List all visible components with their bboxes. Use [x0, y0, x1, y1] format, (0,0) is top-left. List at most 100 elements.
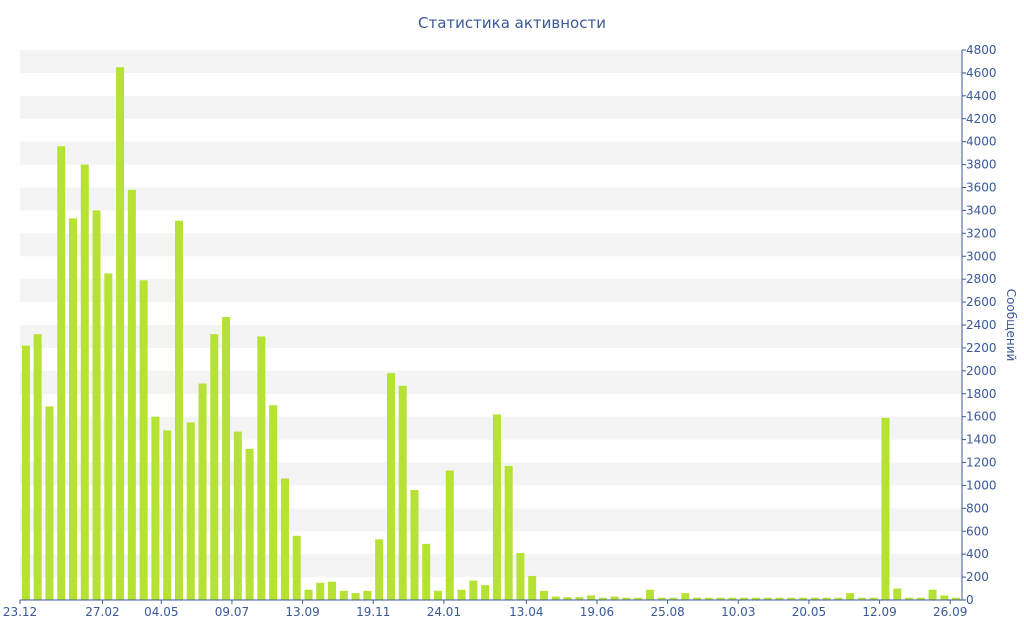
bar[interactable] — [198, 383, 207, 600]
y-tick-label: 3400 — [966, 203, 997, 217]
x-tick-label: 09.07 — [215, 605, 249, 619]
bar[interactable] — [728, 597, 737, 600]
bar[interactable] — [751, 597, 760, 600]
x-tick-label: 23.12 — [3, 605, 37, 619]
bar[interactable] — [33, 334, 42, 600]
bar[interactable] — [504, 465, 513, 600]
x-tick-label: 20.05 — [792, 605, 826, 619]
bar[interactable] — [551, 596, 560, 600]
bar[interactable] — [363, 590, 372, 600]
bar[interactable] — [222, 316, 231, 600]
bar[interactable] — [657, 597, 666, 600]
bar[interactable] — [516, 553, 525, 600]
bar[interactable] — [763, 597, 772, 600]
bar[interactable] — [116, 67, 125, 600]
grid-band — [20, 508, 962, 532]
bar[interactable] — [810, 597, 819, 600]
bar[interactable] — [339, 590, 348, 600]
bar[interactable] — [80, 164, 89, 600]
bar[interactable] — [704, 597, 713, 600]
bar[interactable] — [539, 590, 548, 600]
bar[interactable] — [645, 589, 654, 600]
y-tick-label: 1000 — [966, 478, 997, 492]
bar[interactable] — [210, 334, 219, 600]
grid-band — [20, 95, 962, 119]
bar[interactable] — [45, 406, 54, 600]
bar[interactable] — [151, 416, 160, 600]
bar[interactable] — [186, 422, 195, 600]
bar[interactable] — [328, 581, 337, 600]
grid-band — [20, 462, 962, 486]
bar[interactable] — [292, 535, 301, 600]
bar[interactable] — [257, 336, 266, 600]
bar[interactable] — [163, 430, 172, 600]
x-tick-label: 10.03 — [721, 605, 755, 619]
bar[interactable] — [869, 597, 878, 600]
bar[interactable] — [669, 597, 678, 600]
y-tick-label: 2400 — [966, 318, 997, 332]
bar[interactable] — [846, 593, 855, 601]
bar[interactable] — [422, 543, 431, 600]
bar[interactable] — [398, 385, 407, 600]
bar[interactable] — [634, 597, 643, 600]
bar[interactable] — [528, 575, 537, 600]
bar[interactable] — [492, 414, 501, 601]
bar[interactable] — [787, 597, 796, 600]
x-axis: 23.12 27.02 04.05 09.07 13.09 19.11 24.01 13.04… — [3, 599, 967, 619]
bar[interactable] — [893, 588, 902, 600]
bar[interactable] — [622, 597, 631, 600]
bar[interactable] — [375, 539, 384, 600]
bar[interactable] — [304, 589, 313, 600]
bar[interactable] — [410, 490, 419, 600]
bar[interactable] — [610, 596, 619, 600]
grid-band — [20, 187, 962, 211]
bar[interactable] — [775, 597, 784, 600]
bar[interactable] — [822, 597, 831, 600]
y-tick-label: 200 — [966, 570, 989, 584]
bar[interactable] — [563, 597, 572, 600]
bar[interactable] — [799, 597, 808, 600]
bar[interactable] — [928, 589, 937, 600]
y-tick-label: 400 — [966, 547, 989, 561]
bar[interactable] — [233, 431, 242, 600]
y-tick-label: 4400 — [966, 89, 997, 103]
y-tick-label: 600 — [966, 524, 989, 538]
bar[interactable] — [57, 146, 66, 600]
bar[interactable] — [857, 597, 866, 600]
bar[interactable] — [481, 585, 490, 600]
bar[interactable] — [457, 589, 466, 600]
bar[interactable] — [445, 470, 454, 600]
y-tick-label: 3600 — [966, 181, 997, 195]
x-tick-label: 04.05 — [144, 605, 178, 619]
bar[interactable] — [716, 597, 725, 600]
bar[interactable] — [434, 590, 443, 600]
bar[interactable] — [693, 597, 702, 600]
bar[interactable] — [386, 373, 395, 601]
bar[interactable] — [587, 595, 596, 600]
bar[interactable] — [104, 273, 113, 600]
bar[interactable] — [916, 597, 925, 600]
grid-band — [20, 325, 962, 348]
bar[interactable] — [68, 218, 77, 600]
bar[interactable] — [139, 280, 148, 600]
bar[interactable] — [940, 595, 949, 600]
bar[interactable] — [269, 405, 278, 600]
bar[interactable] — [905, 597, 914, 600]
bar[interactable] — [127, 189, 136, 601]
bar[interactable] — [245, 448, 254, 600]
bar[interactable] — [881, 417, 890, 600]
bar[interactable] — [575, 597, 584, 600]
bar[interactable] — [681, 593, 690, 601]
bar[interactable] — [834, 597, 843, 600]
y-tick-label: 4600 — [966, 66, 997, 80]
bar[interactable] — [740, 597, 749, 600]
bar[interactable] — [280, 478, 289, 600]
bar[interactable] — [92, 210, 101, 601]
bar[interactable] — [598, 597, 607, 600]
bar[interactable] — [174, 220, 183, 601]
bar[interactable] — [316, 582, 325, 600]
bar[interactable] — [21, 345, 30, 601]
bar[interactable] — [469, 580, 478, 600]
bar[interactable] — [952, 597, 961, 600]
bar[interactable] — [351, 593, 360, 601]
